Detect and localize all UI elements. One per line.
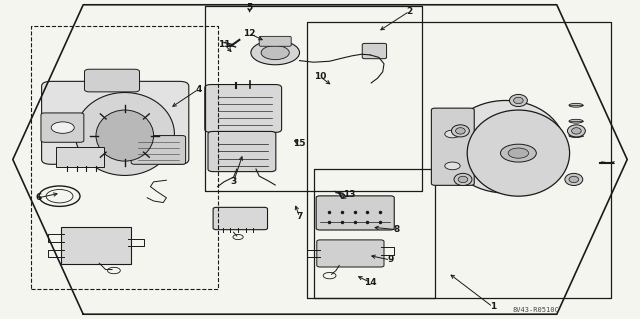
Ellipse shape [569, 134, 583, 137]
Text: 12: 12 [243, 29, 256, 38]
Ellipse shape [572, 128, 581, 134]
Text: 3: 3 [230, 177, 237, 186]
FancyBboxPatch shape [259, 36, 291, 46]
Ellipse shape [96, 110, 154, 161]
Circle shape [508, 148, 529, 158]
FancyBboxPatch shape [41, 113, 84, 142]
Text: 4: 4 [195, 85, 202, 94]
Ellipse shape [569, 119, 583, 123]
FancyBboxPatch shape [61, 227, 131, 264]
FancyBboxPatch shape [131, 136, 186, 164]
Text: 15: 15 [293, 139, 306, 148]
Text: 8V43-R0510C: 8V43-R0510C [513, 307, 560, 313]
FancyBboxPatch shape [208, 131, 276, 172]
Ellipse shape [569, 103, 583, 107]
Circle shape [500, 144, 536, 162]
Ellipse shape [451, 125, 469, 137]
Ellipse shape [458, 176, 468, 182]
Text: 14: 14 [364, 278, 376, 287]
Ellipse shape [467, 110, 570, 196]
Ellipse shape [509, 94, 527, 107]
Ellipse shape [565, 174, 583, 186]
Ellipse shape [447, 100, 565, 193]
Text: 2: 2 [406, 7, 413, 16]
FancyBboxPatch shape [431, 108, 474, 185]
FancyBboxPatch shape [56, 147, 104, 167]
FancyBboxPatch shape [205, 85, 282, 132]
Circle shape [51, 122, 74, 133]
Ellipse shape [76, 93, 174, 175]
Ellipse shape [514, 97, 524, 104]
FancyBboxPatch shape [42, 81, 189, 164]
Text: 11: 11 [218, 40, 230, 48]
FancyBboxPatch shape [84, 69, 140, 92]
Text: 8: 8 [394, 225, 400, 234]
Ellipse shape [569, 176, 579, 183]
Ellipse shape [456, 128, 465, 134]
Text: 6: 6 [35, 193, 42, 202]
Circle shape [445, 162, 460, 170]
FancyBboxPatch shape [362, 43, 387, 59]
Text: 13: 13 [342, 190, 355, 199]
Circle shape [261, 46, 289, 60]
FancyBboxPatch shape [317, 240, 384, 267]
Text: 9: 9 [387, 256, 394, 264]
Text: 10: 10 [314, 72, 326, 81]
Ellipse shape [568, 125, 586, 137]
Text: 5: 5 [246, 4, 253, 12]
Text: 1: 1 [490, 302, 496, 311]
FancyBboxPatch shape [316, 196, 394, 230]
Circle shape [251, 41, 300, 65]
Ellipse shape [454, 174, 472, 186]
FancyBboxPatch shape [213, 207, 268, 230]
Circle shape [445, 130, 460, 138]
Text: 7: 7 [296, 212, 303, 221]
